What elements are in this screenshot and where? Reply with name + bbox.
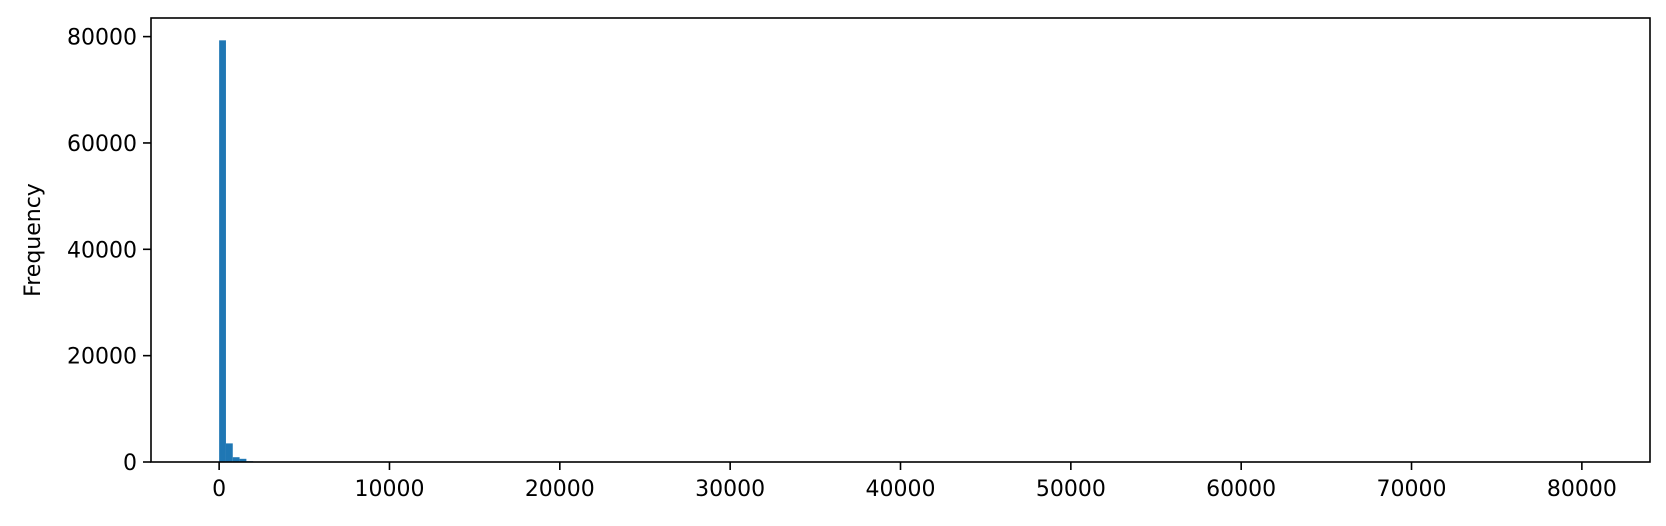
y-axis-ticks: 0 20000 40000 60000 80000 xyxy=(67,26,151,476)
x-tick-label: 60000 xyxy=(1206,477,1276,502)
y-tick-label: 40000 xyxy=(67,238,137,263)
x-tick-label: 80000 xyxy=(1547,477,1617,502)
histogram-bar-2 xyxy=(232,457,240,462)
y-tick-label: 0 xyxy=(123,451,137,476)
histogram-bar-0 xyxy=(219,40,226,462)
x-tick-label: 10000 xyxy=(354,477,424,502)
x-tick-label: 70000 xyxy=(1377,477,1447,502)
y-tick-label: 60000 xyxy=(67,132,137,157)
y-axis-label: Frequency xyxy=(21,183,46,297)
y-tick-label: 20000 xyxy=(67,345,137,370)
x-tick-label: 30000 xyxy=(695,477,765,502)
histogram-bar-3 xyxy=(239,458,247,462)
x-tick-label: 40000 xyxy=(866,477,936,502)
y-tick-label: 80000 xyxy=(67,26,137,51)
x-tick-label: 20000 xyxy=(525,477,595,502)
x-tick-label: 0 xyxy=(212,477,226,502)
x-tick-label: 50000 xyxy=(1036,477,1106,502)
histogram-bars xyxy=(219,40,261,462)
histogram-bar-1 xyxy=(225,443,233,462)
x-axis-ticks: 0 10000 20000 30000 40000 50000 60000 70000 8000… xyxy=(212,462,1617,502)
plot-frame xyxy=(150,17,1651,463)
